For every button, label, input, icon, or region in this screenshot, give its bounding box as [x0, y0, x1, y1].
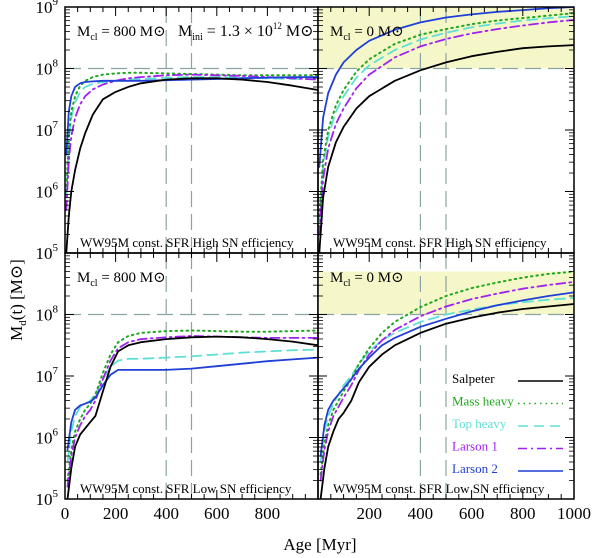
y-tick-label: 108 — [36, 304, 59, 325]
series-larson-2 — [318, 7, 574, 168]
panel-footer: WW95M const. SFR High SN efficiency — [80, 235, 294, 250]
y-tick-label: 106 — [36, 427, 59, 448]
x-tick-label: 600 — [459, 504, 485, 523]
legend-label: Salpeter — [452, 371, 495, 386]
panel-top-left: 105 106 107 108 109 Mcl = 800 M⊙ Mini = 1.3 × … — [36, 0, 319, 263]
panel-footer: WW95M const. SFR High SN efficiency — [333, 235, 547, 250]
mcl-label: Mcl = 0 M⊙ — [330, 270, 404, 289]
series-salpeter — [65, 77, 318, 253]
legend-label: Larson 1 — [452, 439, 498, 454]
y-tick-label: 105 — [36, 488, 59, 509]
y-tick-label: 107 — [36, 365, 59, 386]
y-tick-label: 108 — [36, 58, 59, 79]
series-salpeter — [319, 303, 574, 499]
panels-layer: 105 106 107 108 109 Mcl = 800 M⊙ Mini = 1.3 × … — [36, 0, 592, 523]
series-mass-heavy — [318, 12, 574, 218]
series-salpeter — [66, 335, 318, 499]
series-larson-1 — [319, 280, 574, 482]
y-tick-label: 109 — [36, 0, 59, 17]
legend: Salpeter Mass heavy Top heavy Larson 1 Larso… — [452, 371, 563, 476]
panel-footer: WW95M const. SFR Low SN efficiency — [80, 481, 292, 496]
series-mass-heavy — [65, 71, 318, 193]
series-top-heavy — [318, 15, 574, 224]
series-group — [319, 270, 574, 499]
panel-footer: WW95M const. SFR Low SN efficiency — [333, 481, 545, 496]
x-tick-label: 400 — [153, 504, 179, 523]
y-tick-label: 107 — [36, 119, 59, 140]
legend-label: Larson 2 — [452, 461, 498, 476]
series-larson-2 — [319, 291, 574, 457]
mini-label: Mini = 1.3 × 1012 M⊙ — [178, 21, 313, 43]
mcl-label: Mcl = 800 M⊙ — [77, 270, 166, 289]
x-tick-label: 800 — [255, 504, 281, 523]
series-top-heavy — [65, 76, 318, 199]
x-tick-label: 600 — [204, 504, 230, 523]
series-mass-heavy — [66, 329, 318, 482]
series-larson-1 — [65, 73, 318, 211]
panel-top-right: Mcl = 0 M⊙ WW95M const. SFR High SN effic… — [317, 6, 575, 254]
mcl-label: Mcl = 0 M⊙ — [330, 24, 404, 43]
x-axis-label: Age [Myr] — [283, 535, 356, 554]
series-larson-2 — [66, 356, 318, 451]
x-tick-label: 800 — [510, 504, 536, 523]
series-top-heavy — [66, 348, 318, 464]
y-tick-label: 105 — [36, 242, 59, 263]
x-tick-label: 1000 — [557, 504, 591, 523]
x-tick-label: 200 — [103, 504, 129, 523]
series-salpeter — [318, 44, 574, 253]
x-tick-label: 400 — [408, 504, 434, 523]
series-larson-1 — [318, 18, 574, 236]
series-group — [318, 7, 574, 253]
legend-label: Top heavy — [452, 416, 507, 431]
y-axis-label: Md(t) [M⊙] — [7, 259, 29, 341]
series-group — [65, 71, 318, 253]
x-tick-label: 0 — [61, 504, 70, 523]
panel-bottom-right: 200 400 600 800 1000 Mcl = 0 M⊙ WW95M const. S… — [317, 252, 591, 523]
panel-bottom-left: 105 106 107 108 0 200 400 600 800 Mcl = 800 M⊙ WW9… — [36, 252, 319, 523]
mcl-label: Mcl = 800 M⊙ — [77, 24, 166, 43]
y-tick-label: 106 — [36, 181, 59, 202]
series-group — [66, 329, 318, 499]
series-larson-2 — [65, 76, 318, 156]
series-larson-1 — [66, 335, 318, 488]
x-tick-label: 200 — [356, 504, 382, 523]
legend-label: Mass heavy — [452, 394, 514, 409]
